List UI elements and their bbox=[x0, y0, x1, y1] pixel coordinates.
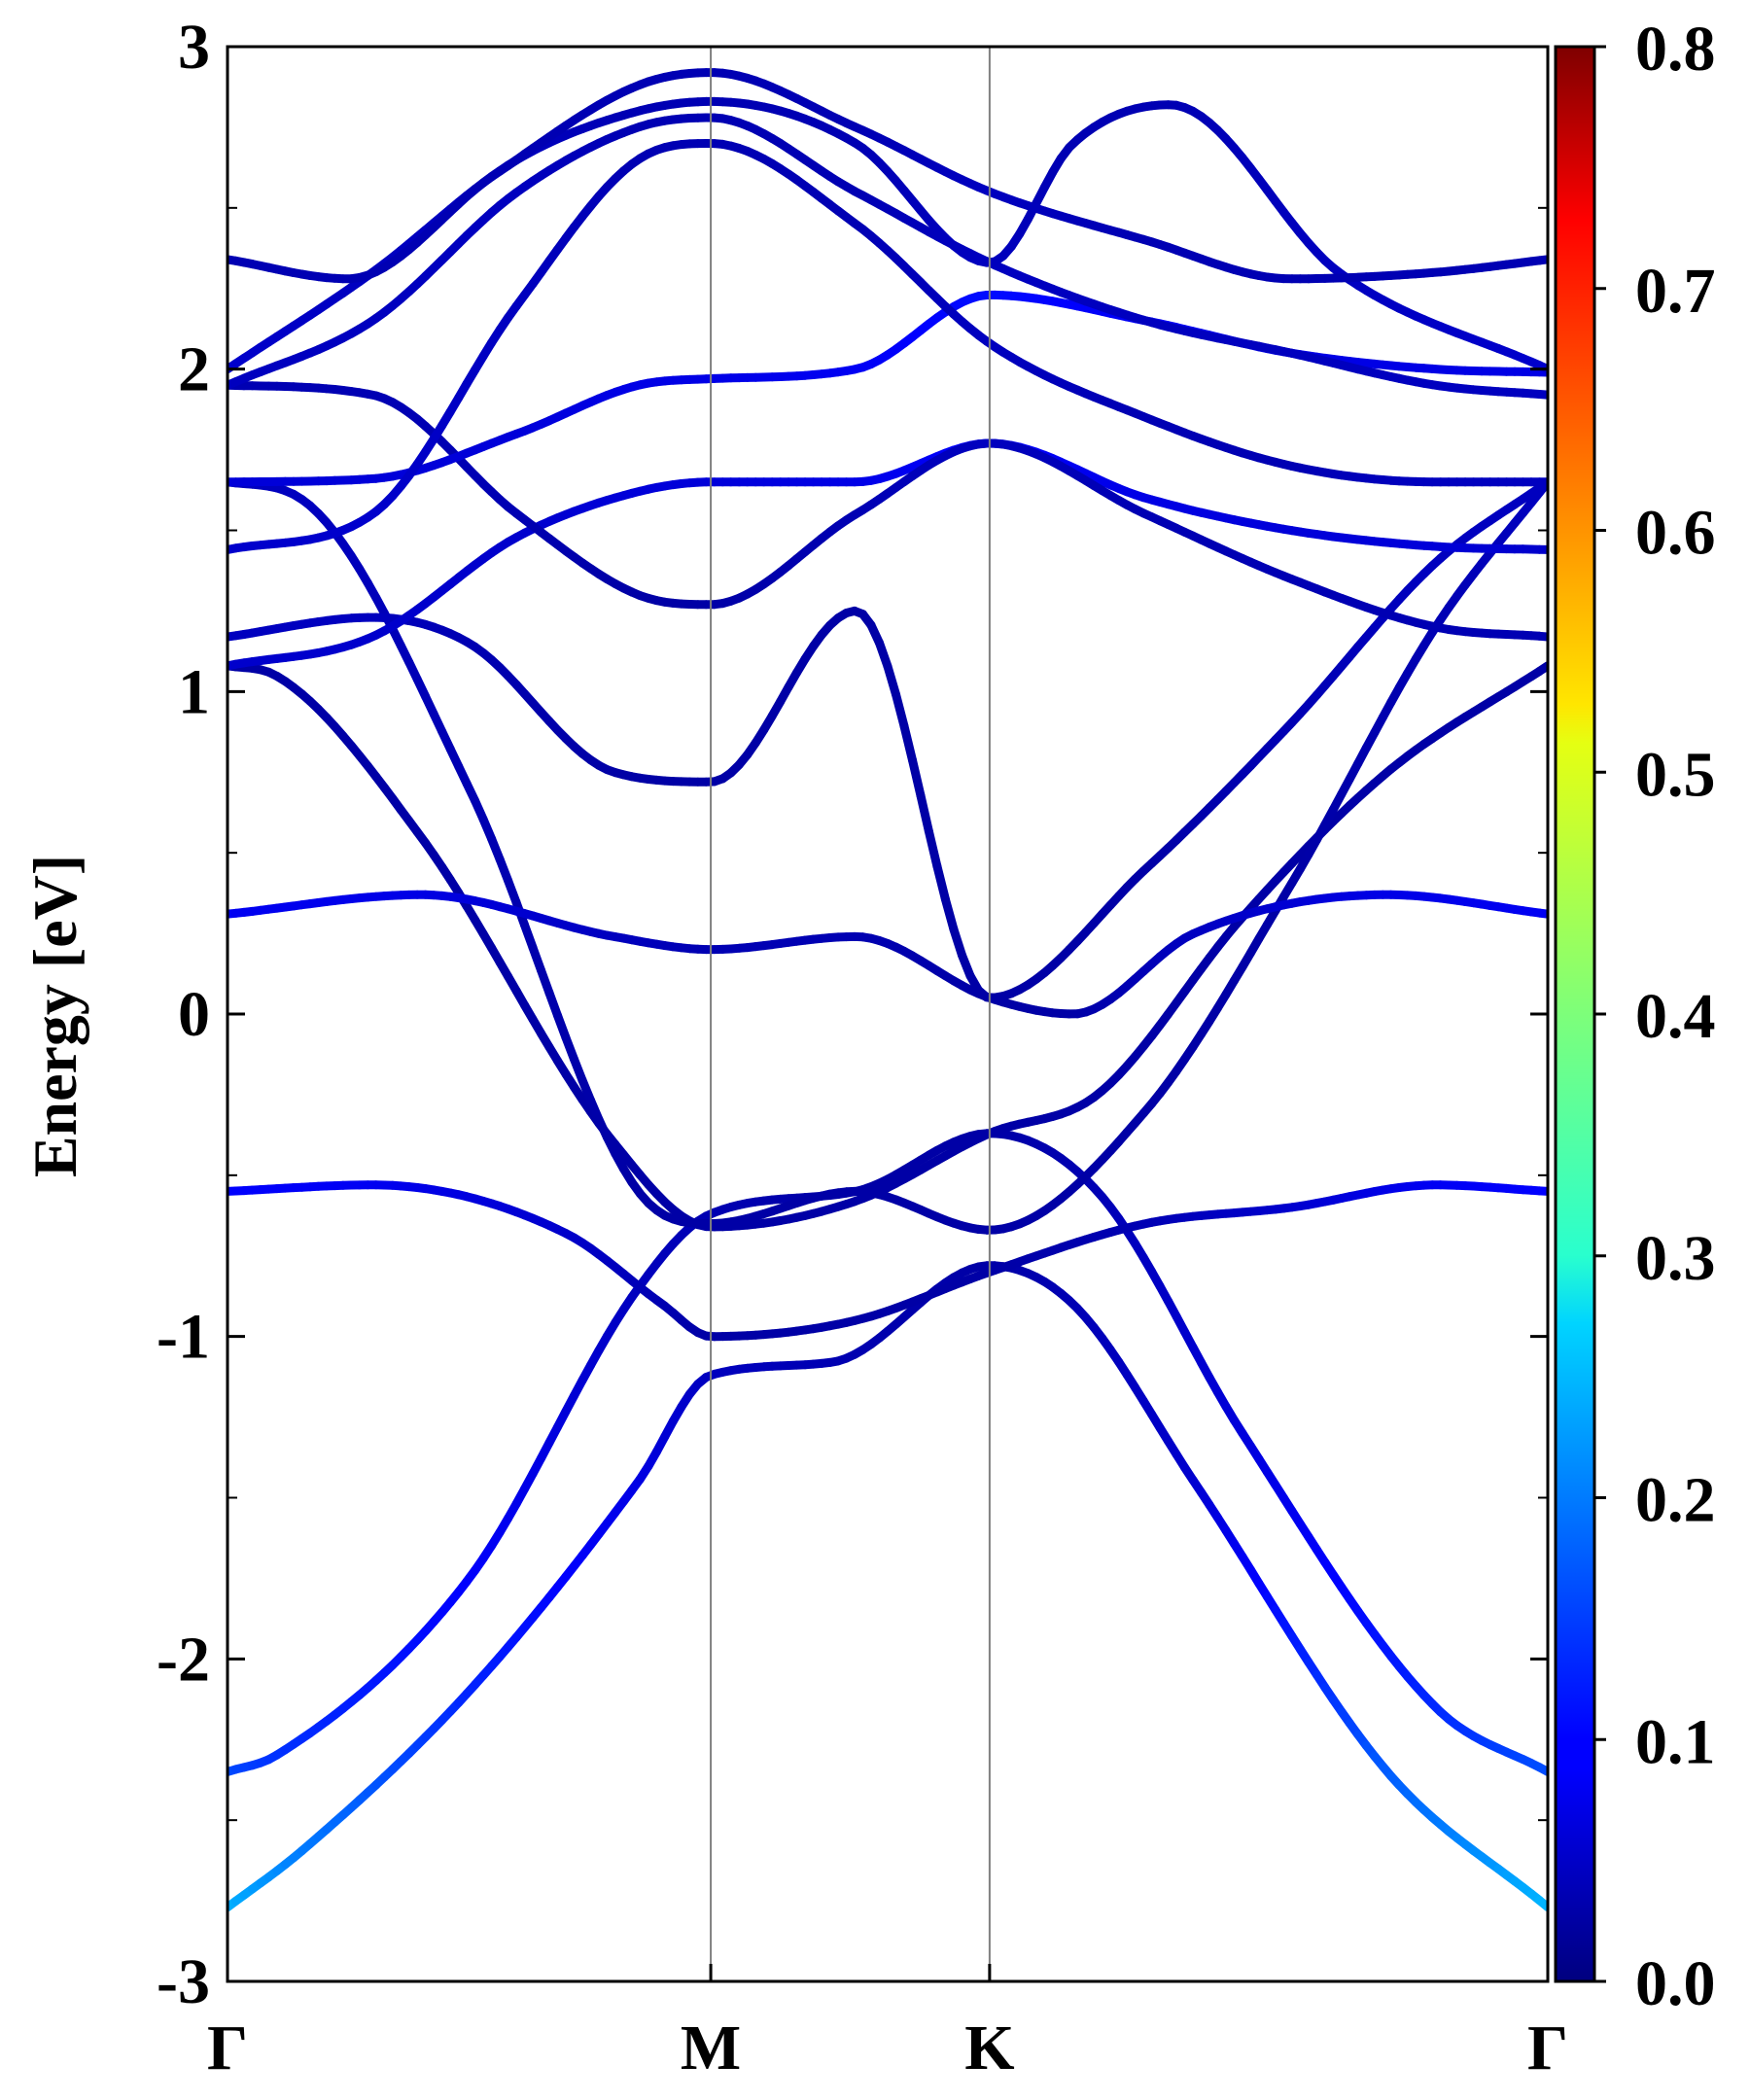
band-segment bbox=[892, 689, 909, 731]
y-tick-label: -3 bbox=[157, 1946, 210, 2017]
colorbar-tick-label: 0.3 bbox=[1635, 1223, 1716, 1294]
colorbar-tick-label: 0.7 bbox=[1635, 256, 1716, 327]
band-segment bbox=[908, 755, 926, 800]
y-tick-label: 0 bbox=[178, 979, 210, 1050]
band-4 bbox=[228, 661, 1548, 1232]
band-segment bbox=[883, 661, 900, 699]
band-6 bbox=[228, 890, 1548, 1019]
band-segment bbox=[940, 894, 959, 934]
y-tick-label: 2 bbox=[178, 334, 210, 405]
band-9 bbox=[228, 380, 1548, 642]
x-tick-label: Γ bbox=[1527, 2012, 1568, 2083]
colorbar-tick-label: 0.0 bbox=[1635, 1948, 1716, 2019]
colorbar-tick-label: 0.1 bbox=[1635, 1706, 1716, 1777]
band-5 bbox=[228, 477, 1548, 1235]
y-tick-label: -1 bbox=[157, 1302, 210, 1373]
colorbar-tick-label: 0.2 bbox=[1635, 1465, 1716, 1536]
colorbar-tick-label: 0.8 bbox=[1635, 14, 1716, 85]
x-tick-label: M bbox=[681, 2012, 741, 2083]
y-tick-label: 3 bbox=[178, 12, 210, 83]
band-segment bbox=[899, 721, 917, 765]
y-axis-title: Energy [eV] bbox=[20, 855, 89, 1177]
x-tick-label: Γ bbox=[207, 2012, 248, 2083]
band-12 bbox=[228, 113, 1548, 400]
colorbar bbox=[1554, 45, 1596, 1983]
colorbar-tick-label: 0.5 bbox=[1635, 739, 1716, 810]
high-symmetry-lines bbox=[710, 47, 991, 1981]
band-14 bbox=[228, 68, 1548, 284]
band-7 bbox=[228, 477, 1548, 1002]
band-1 bbox=[228, 1261, 1548, 1912]
colorbar-ticks: 0.0 0.1 0.2 0.3 0.4 0.5 0.6 0.7 0.8 bbox=[1594, 14, 1716, 2019]
band-segment bbox=[932, 861, 950, 904]
band-segment bbox=[949, 925, 966, 960]
colorbar-tick-label: 0.4 bbox=[1635, 981, 1716, 1052]
colorbar-tick-label: 0.6 bbox=[1635, 498, 1716, 569]
band-11 bbox=[228, 139, 1548, 554]
band-lines bbox=[228, 68, 1548, 1912]
band-segment bbox=[916, 790, 933, 836]
band-2 bbox=[228, 1129, 1548, 1776]
x-tick-label: K bbox=[964, 2012, 1014, 2083]
y-tick-label: 1 bbox=[178, 656, 210, 727]
y-axis-ticks: -3 -2 -1 0 1 2 3 bbox=[157, 12, 1548, 2017]
band-segment bbox=[924, 826, 942, 871]
band-3 bbox=[228, 1180, 1548, 1342]
plot-frame bbox=[226, 45, 1550, 1983]
y-tick-label: -2 bbox=[157, 1624, 210, 1695]
